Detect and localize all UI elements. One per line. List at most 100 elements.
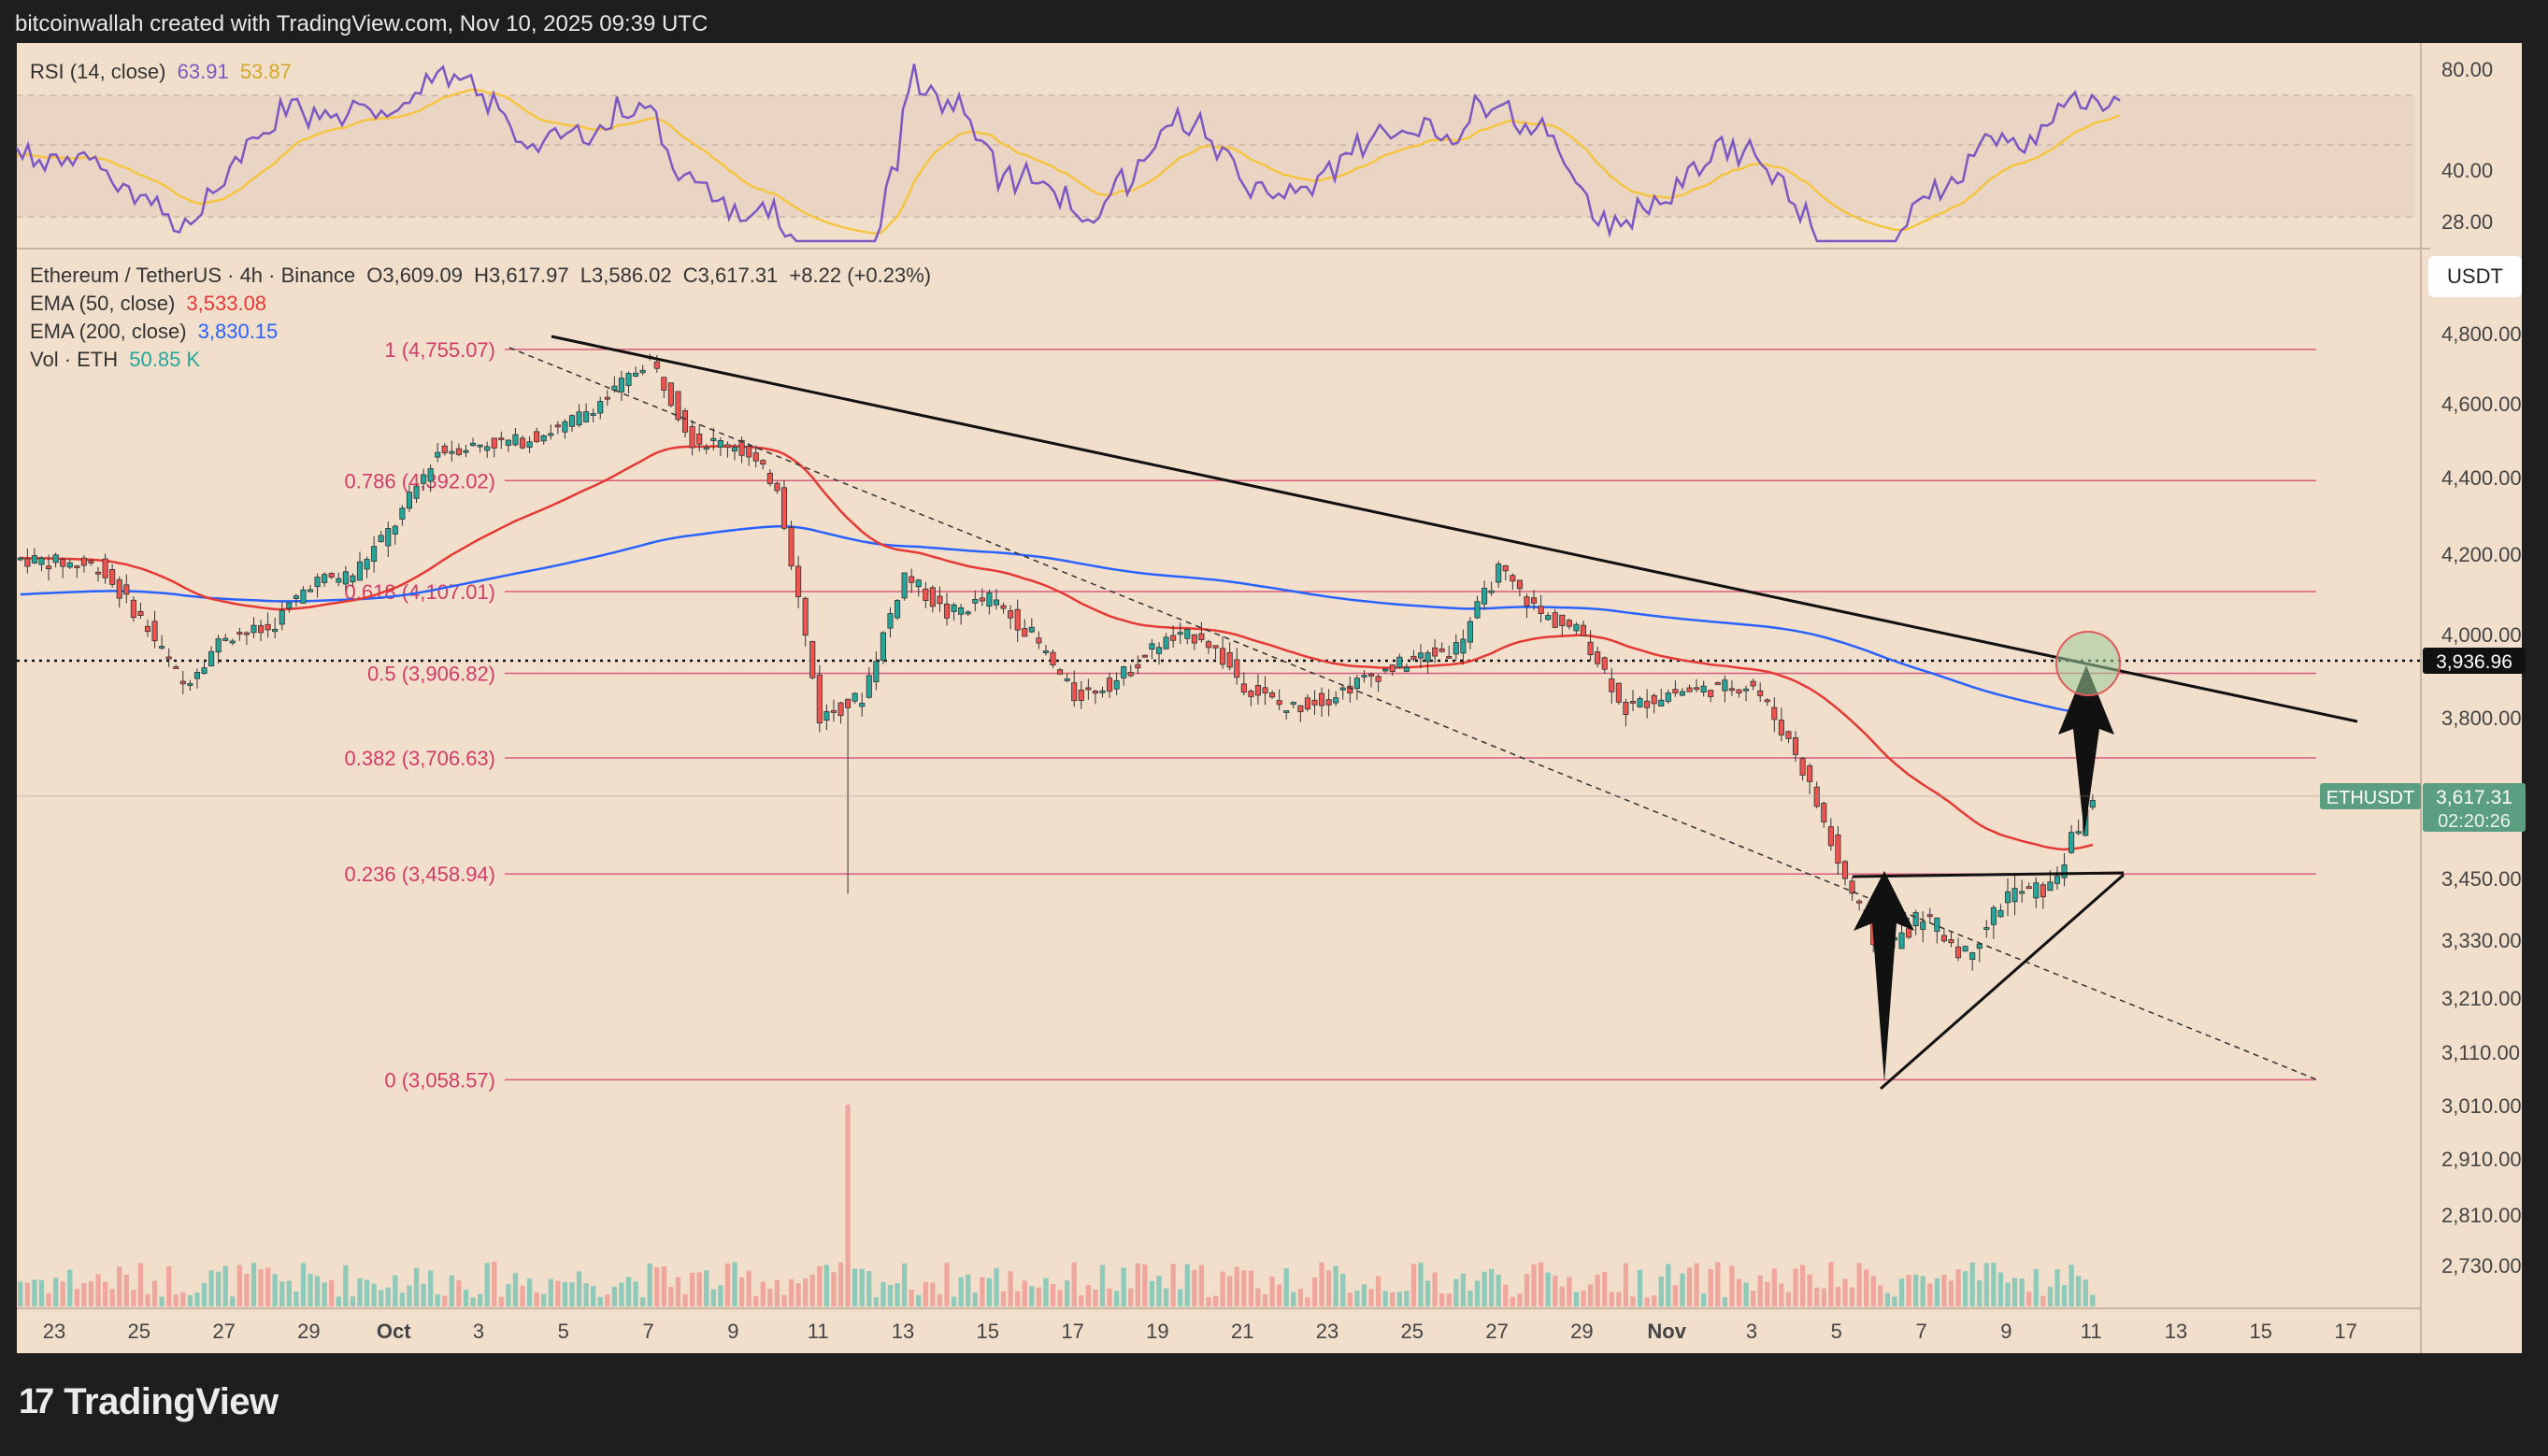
candle-body (1474, 601, 1481, 619)
triangle-resistance-line[interactable] (1852, 871, 2125, 878)
rsi-legend: RSI (14, close) 63.91 53.87 (30, 60, 297, 84)
volume-bar (1482, 1271, 1487, 1306)
candle-body (1552, 612, 1558, 628)
volume-bar (583, 1283, 589, 1306)
volume-bar (1283, 1268, 1289, 1306)
volume-bar (1255, 1288, 1261, 1306)
candle-body (1827, 826, 1834, 847)
measured-move-arrow-1[interactable] (1854, 871, 1914, 1082)
fib-level-label: 0.786 (4,392.02) (345, 469, 495, 492)
candle-body (1410, 655, 1417, 660)
candle-body (449, 450, 455, 454)
candle-body (463, 450, 469, 453)
brand-name: TradingView (64, 1381, 279, 1422)
candle-body (1708, 690, 1714, 697)
candle-body (314, 577, 321, 588)
volume-bar (1149, 1280, 1155, 1306)
volume-bar (633, 1281, 638, 1306)
volume-bar (1347, 1292, 1353, 1306)
target-circle[interactable] (2055, 631, 2121, 696)
ema200-legend[interactable]: EMA (200, close) 3,830.15 (30, 320, 283, 344)
volume-bar (102, 1281, 108, 1306)
symbol-legend[interactable]: Ethereum / TetherUS · 4h · Binance O3,60… (30, 264, 937, 288)
candle-body (1807, 765, 1813, 782)
volume-legend[interactable]: Vol · ETH 50.85 K (30, 348, 206, 372)
candle-body (88, 560, 94, 564)
volume-bar (498, 1296, 504, 1306)
volume-bar (1453, 1278, 1459, 1306)
candle-body (385, 528, 392, 547)
candle-body (74, 565, 80, 568)
candle-body (1460, 638, 1467, 654)
volume-bar (534, 1292, 539, 1306)
time-axis-label: 29 (297, 1320, 320, 1343)
candle-body (760, 460, 766, 465)
candle-body (477, 444, 483, 448)
candle-body (2019, 891, 2026, 894)
price-axis-label: 3,330.00 (2441, 929, 2522, 952)
candle-body (1248, 691, 1254, 697)
volume-bar (421, 1283, 426, 1306)
volume-bar (456, 1279, 462, 1306)
candle-body (845, 698, 852, 708)
dashed-trendline[interactable] (508, 347, 2317, 1080)
triangle-support-line[interactable] (1880, 873, 2125, 1091)
price-axis-label: 4,200.00 (2441, 543, 2522, 566)
ohlc-open: O3,609.09 (366, 264, 463, 287)
rsi-axis-label: 80.00 (2441, 58, 2493, 81)
volume-bar (710, 1289, 716, 1306)
ema50-legend[interactable]: EMA (50, close) 3,533.08 (30, 292, 272, 316)
candle-body (1149, 643, 1155, 650)
candle-body (837, 702, 844, 717)
time-axis-label: 17 (1061, 1320, 1083, 1343)
candle-body (1311, 699, 1318, 706)
volume-bar (244, 1273, 250, 1306)
volume-bar (972, 1292, 978, 1306)
volume-bar (1531, 1263, 1537, 1306)
drawings[interactable] (508, 335, 2358, 1091)
currency-button[interactable]: USDT (2428, 256, 2522, 297)
candle-body (52, 554, 59, 564)
candle-body (816, 674, 823, 724)
time-axis-label: 15 (2250, 1320, 2272, 1343)
candle-body (1728, 688, 1735, 692)
volume-bar (2090, 1294, 2096, 1306)
candle-body (165, 656, 172, 660)
volume-bar (541, 1293, 547, 1306)
volume-bar (1156, 1276, 1162, 1306)
volume-bar (887, 1284, 894, 1306)
measured-move-arrow-2[interactable] (2058, 665, 2114, 835)
candle-body (102, 558, 108, 578)
volume-bar (1587, 1284, 1594, 1306)
volume-bar (1382, 1291, 1388, 1306)
volume-bar (1962, 1271, 1968, 1306)
candle-body (279, 609, 285, 625)
volume-bar (1474, 1280, 1481, 1306)
fibonacci-retracement[interactable]: 1 (4,755.07)0.786 (4,392.02)0.618 (4,107… (345, 338, 2316, 1092)
volume-bar (562, 1281, 568, 1306)
candle-body (653, 361, 660, 369)
candle-body (272, 629, 279, 633)
volume-bar (1163, 1288, 1169, 1306)
volume-bar (1814, 1287, 1820, 1306)
volume-bar (1567, 1277, 1572, 1306)
time-axis-label: Oct (377, 1320, 411, 1343)
candle-body (1262, 687, 1268, 693)
candle-body (972, 598, 979, 604)
volume-bar (38, 1279, 45, 1306)
candle-body (1127, 672, 1134, 677)
candle-body (137, 610, 144, 617)
candle-body (1319, 692, 1325, 707)
candle-body (441, 445, 448, 453)
candle-body (1036, 637, 1042, 644)
candle-body (215, 638, 222, 653)
candle-body (31, 555, 37, 564)
candle-body (1792, 737, 1799, 755)
volume-bar (1206, 1296, 1211, 1306)
candle-body (1198, 633, 1205, 640)
volume-bar (1128, 1288, 1134, 1306)
volume-bar (1178, 1289, 1183, 1306)
volume-bar (1510, 1296, 1515, 1306)
volume-bar (24, 1282, 30, 1306)
